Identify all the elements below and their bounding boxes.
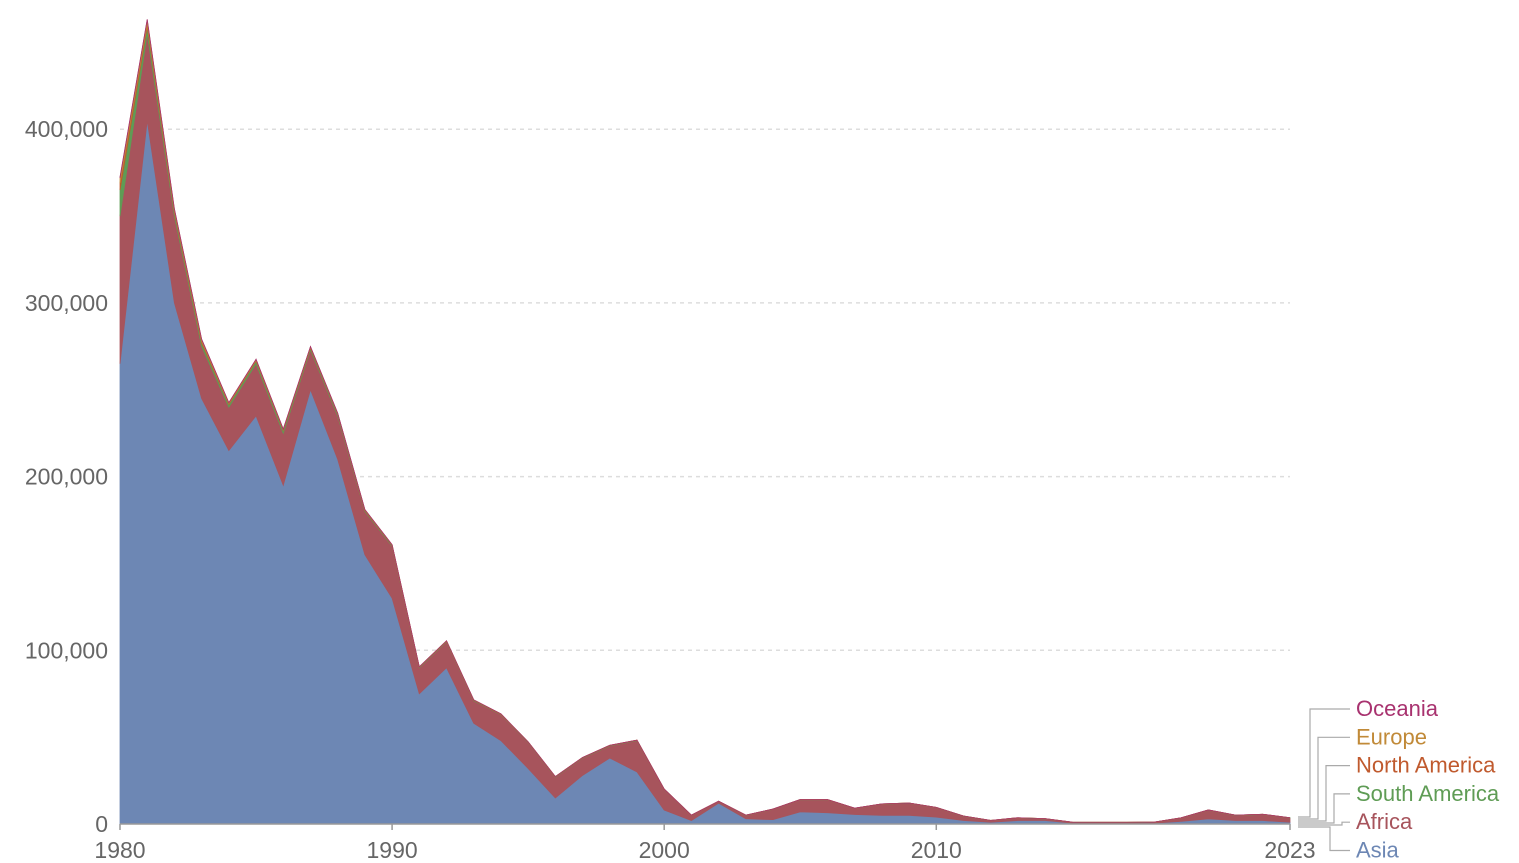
legend-leader-line xyxy=(1298,765,1350,822)
y-tick-label: 200,000 xyxy=(25,464,108,490)
legend-leader-line xyxy=(1298,793,1350,824)
y-axis-ticks: 0 100,000 200,000 300,000 400,000 xyxy=(25,116,108,837)
legend-leader-line xyxy=(1298,736,1350,820)
x-tick-label: 2023 xyxy=(1264,837,1315,863)
y-tick-label: 400,000 xyxy=(25,116,108,142)
x-tick-label: 2010 xyxy=(911,837,962,863)
legend-leader-line xyxy=(1298,708,1350,818)
x-tick-label: 2000 xyxy=(639,837,690,863)
area-asia xyxy=(119,120,1291,825)
legend-label-asia: Asia xyxy=(1356,838,1400,863)
x-axis-ticks: 1980 1990 2000 2010 2023 xyxy=(94,824,1316,863)
area-series xyxy=(119,19,1291,825)
legend-label-south-america: South America xyxy=(1356,781,1500,806)
legend-label-north-america: North America xyxy=(1356,753,1496,778)
y-tick-label: 0 xyxy=(95,811,108,837)
area-oceania xyxy=(119,19,1291,823)
x-tick-label: 1990 xyxy=(367,837,418,863)
x-tick-label: 1980 xyxy=(94,837,145,863)
y-tick-label: 300,000 xyxy=(25,290,108,316)
legend-label-oceania: Oceania xyxy=(1356,696,1439,721)
y-tick-label: 100,000 xyxy=(25,637,108,663)
legend-label-africa: Africa xyxy=(1356,809,1413,834)
legend: Oceania Europe North America South America A… xyxy=(1298,696,1500,863)
legend-leader-line xyxy=(1298,821,1350,826)
legend-leader-line xyxy=(1298,826,1350,852)
legend-label-europe: Europe xyxy=(1356,724,1427,749)
